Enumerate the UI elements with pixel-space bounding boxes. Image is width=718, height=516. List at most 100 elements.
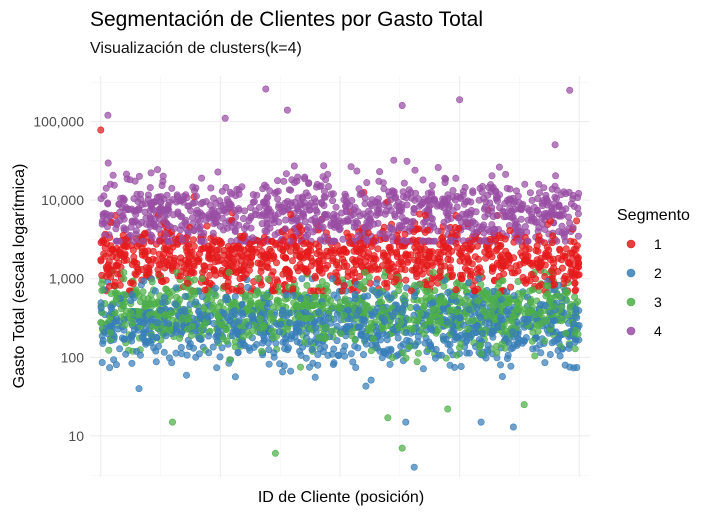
point-segment-3	[369, 335, 377, 343]
point-segment-2	[566, 341, 574, 349]
point-segment-3	[271, 449, 279, 457]
point-segment-3	[294, 311, 302, 319]
point-segment-3	[409, 316, 417, 324]
point-segment-4	[262, 85, 270, 93]
point-segment-4	[115, 200, 123, 208]
point-segment-3	[541, 337, 549, 345]
point-segment-2	[277, 320, 285, 328]
point-segment-3	[162, 285, 170, 293]
point-segment-3	[262, 292, 270, 300]
point-segment-2	[550, 317, 558, 325]
point-segment-2	[351, 342, 359, 350]
point-segment-2	[218, 344, 226, 352]
legend-label-1: 1	[654, 236, 662, 252]
point-segment-1	[356, 254, 364, 262]
point-segment-4	[417, 201, 425, 209]
point-segment-2	[285, 309, 293, 317]
point-segment-1	[381, 279, 389, 287]
point-segment-1	[227, 245, 235, 253]
point-segment-1	[410, 228, 418, 236]
point-segment-2	[449, 328, 457, 336]
point-segment-3	[266, 309, 274, 317]
point-segment-1	[121, 242, 129, 250]
point-segment-3	[453, 351, 461, 359]
point-segment-3	[200, 321, 208, 329]
point-segment-1	[545, 252, 553, 260]
point-segment-4	[103, 210, 111, 218]
point-segment-2	[305, 363, 313, 371]
point-segment-4	[506, 185, 514, 193]
point-segment-2	[172, 321, 180, 329]
point-segment-1	[113, 262, 121, 270]
point-segment-2	[328, 350, 336, 358]
point-segment-2	[399, 340, 407, 348]
point-segment-4	[300, 175, 308, 183]
point-segment-1	[152, 256, 160, 264]
point-segment-4	[459, 191, 467, 199]
point-segment-4	[302, 233, 310, 241]
point-segment-2	[541, 359, 549, 367]
data-points	[97, 85, 583, 471]
point-segment-1	[237, 257, 245, 265]
point-segment-4	[131, 177, 139, 185]
point-segment-4	[274, 195, 282, 203]
point-segment-1	[225, 287, 233, 295]
point-segment-4	[274, 177, 282, 185]
point-segment-4	[524, 237, 532, 245]
point-segment-2	[508, 328, 516, 336]
point-segment-3	[225, 268, 233, 276]
point-segment-2	[186, 340, 194, 348]
point-segment-2	[484, 341, 492, 349]
point-segment-4	[390, 226, 398, 234]
point-segment-2	[382, 349, 390, 357]
point-segment-4	[129, 237, 137, 245]
point-segment-1	[572, 245, 580, 253]
point-segment-3	[217, 320, 225, 328]
point-segment-2	[380, 316, 388, 324]
point-segment-3	[260, 323, 268, 331]
point-segment-4	[525, 207, 533, 215]
point-segment-2	[402, 418, 410, 426]
point-segment-4	[480, 205, 488, 213]
point-segment-4	[347, 163, 355, 171]
point-segment-1	[541, 239, 549, 247]
point-segment-4	[418, 237, 426, 245]
point-segment-4	[428, 220, 436, 228]
point-segment-2	[389, 325, 397, 333]
point-segment-2	[136, 351, 144, 359]
point-segment-2	[349, 358, 357, 366]
point-segment-1	[240, 246, 248, 254]
point-segment-4	[312, 220, 320, 228]
point-segment-4	[374, 199, 382, 207]
point-segment-4	[132, 211, 140, 219]
point-segment-1	[300, 240, 308, 248]
point-segment-2	[341, 352, 349, 360]
point-segment-1	[441, 262, 449, 270]
point-segment-4	[401, 237, 409, 245]
point-segment-3	[365, 273, 373, 281]
point-segment-1	[421, 228, 429, 236]
point-segment-2	[362, 382, 370, 390]
point-segment-1	[315, 265, 323, 273]
point-segment-2	[152, 358, 160, 366]
point-segment-2	[333, 322, 341, 330]
point-segment-3	[269, 334, 277, 342]
point-segment-1	[437, 250, 445, 258]
point-segment-2	[213, 364, 221, 372]
point-segment-2	[234, 348, 242, 356]
point-segment-4	[207, 184, 215, 192]
point-segment-1	[560, 275, 568, 283]
point-segment-2	[334, 352, 342, 360]
point-segment-2	[312, 324, 320, 332]
point-segment-2	[97, 304, 105, 312]
point-segment-3	[562, 329, 570, 337]
point-segment-4	[511, 221, 519, 229]
point-segment-3	[254, 299, 262, 307]
point-segment-2	[347, 350, 355, 358]
point-segment-4	[197, 229, 205, 237]
point-segment-4	[430, 237, 438, 245]
point-segment-1	[101, 244, 109, 252]
point-segment-1	[224, 278, 232, 286]
point-segment-4	[385, 188, 393, 196]
point-segment-2	[361, 316, 369, 324]
